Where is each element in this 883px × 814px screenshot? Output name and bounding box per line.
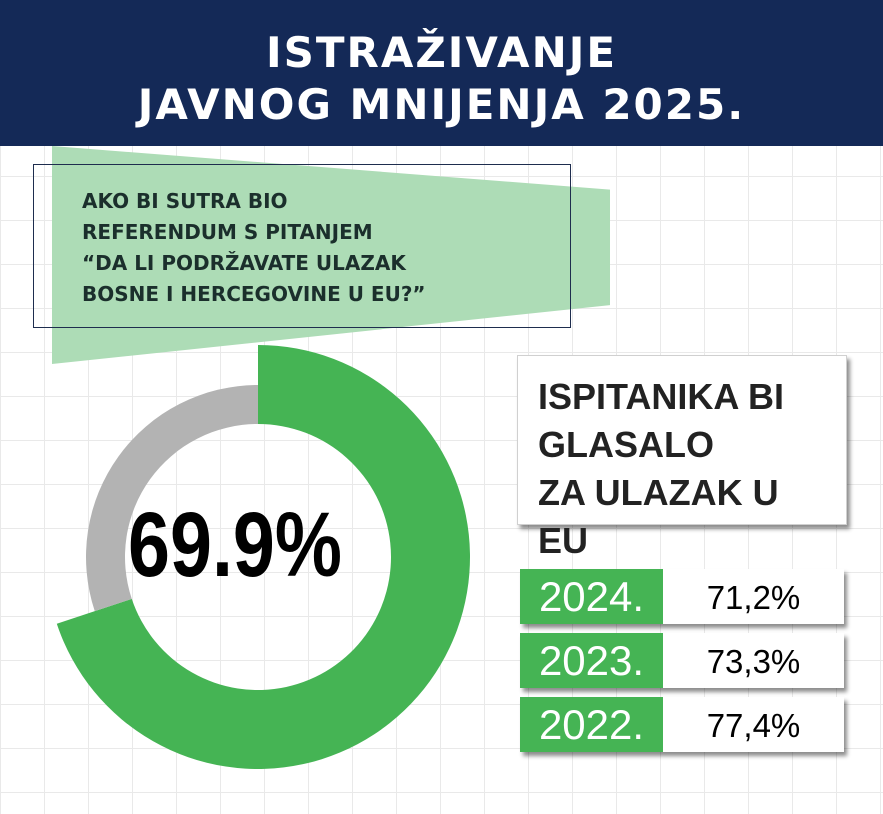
donut-slices <box>56 345 470 769</box>
year-row-2024: 2024. 71,2% <box>520 569 844 624</box>
year-value: 77,4% <box>706 707 801 744</box>
question-text: AKO BI SUTRA BIO REFERENDUM S PITANJEM “… <box>82 189 426 306</box>
donut-chart <box>56 345 470 769</box>
header-title-line2: JAVNOG MNIJENJA 2025. <box>137 80 746 129</box>
header-title-line1: ISTRAŽIVANJE <box>265 28 618 77</box>
year-label: 2023. <box>520 633 663 688</box>
year-label: 2024. <box>520 569 663 624</box>
header-banner: ISTRAŽIVANJE JAVNOG MNIJENJA 2025. <box>0 0 883 146</box>
caption-box <box>517 355 847 525</box>
year-row-2023: 2023. 73,3% <box>520 633 844 688</box>
year-row-2022: 2022. 77,4% <box>520 697 844 752</box>
question-frame <box>33 164 571 328</box>
caption-text: ISPITANIKA BI GLASALO ZA ULAZAK U EU <box>538 376 785 561</box>
year-value: 73,3% <box>706 643 801 680</box>
year-label: 2022. <box>520 697 663 752</box>
donut-slice-rest <box>86 385 259 612</box>
year-value: 71,2% <box>706 579 801 616</box>
donut-slice-yes <box>56 345 470 769</box>
donut-center-value: 69.9% <box>128 494 342 596</box>
